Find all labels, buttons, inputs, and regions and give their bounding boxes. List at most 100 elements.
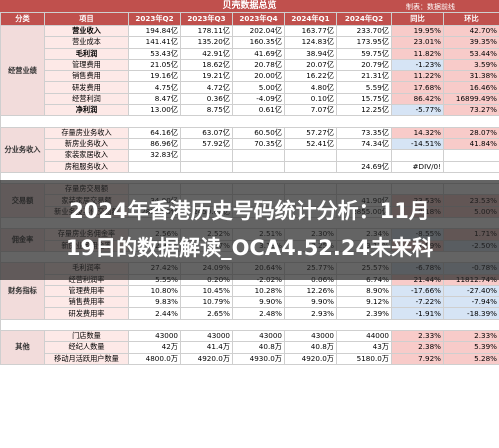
value-cell[interactable]: 2.93%: [284, 307, 337, 320]
value-cell[interactable]: 43000: [284, 330, 337, 343]
value-cell[interactable]: [336, 149, 392, 162]
group-label[interactable]: 其他: [0, 330, 45, 365]
value-cell[interactable]: 0.10亿: [284, 92, 337, 106]
value-cell[interactable]: 19.21亿: [180, 70, 233, 83]
value-cell[interactable]: -4.09亿: [232, 92, 285, 106]
value-cell[interactable]: [180, 160, 233, 173]
item-cell[interactable]: 营业收入: [44, 24, 129, 38]
value-cell[interactable]: 0.61亿: [232, 104, 285, 117]
qoq-cell[interactable]: [443, 160, 499, 173]
yoy-cell[interactable]: 23.01%: [391, 36, 444, 49]
value-cell[interactable]: 13.00亿: [128, 104, 181, 117]
value-cell[interactable]: 0.36亿: [180, 92, 233, 106]
item-cell[interactable]: 家装家居收入: [44, 149, 129, 162]
qoq-cell[interactable]: 28.07%: [443, 126, 499, 139]
value-cell[interactable]: 9.90%: [284, 296, 337, 309]
value-cell[interactable]: 40.8万: [284, 341, 337, 354]
value-cell[interactable]: 20.78亿: [232, 58, 285, 72]
yoy-cell[interactable]: -5.77%: [391, 104, 444, 117]
yoy-cell[interactable]: #DIV/0!: [391, 160, 444, 173]
value-cell[interactable]: 42.91亿: [180, 47, 233, 60]
qoq-cell[interactable]: 2.33%: [443, 330, 499, 343]
value-cell[interactable]: 9.90%: [232, 296, 285, 309]
value-cell[interactable]: 173.95亿: [336, 36, 392, 49]
column-header[interactable]: 分类: [0, 12, 45, 26]
value-cell[interactable]: 202.04亿: [232, 24, 285, 38]
value-cell[interactable]: 10.79%: [180, 296, 233, 309]
qoq-cell[interactable]: 31.38%: [443, 70, 499, 83]
value-cell[interactable]: 52.41亿: [284, 137, 337, 151]
qoq-cell[interactable]: 3.59%: [443, 58, 499, 72]
value-cell[interactable]: 73.35亿: [336, 126, 392, 139]
column-header[interactable]: 同比: [391, 12, 444, 26]
item-cell[interactable]: 新房业务收入: [44, 137, 129, 151]
value-cell[interactable]: 2.48%: [232, 307, 285, 320]
value-cell[interactable]: 20.00亿: [232, 70, 285, 83]
value-cell[interactable]: 53.43亿: [128, 47, 181, 60]
item-cell[interactable]: 门店数量: [44, 330, 129, 343]
column-header[interactable]: 2023年Q3: [180, 12, 233, 26]
value-cell[interactable]: 42万: [128, 341, 181, 354]
value-cell[interactable]: 43000: [180, 330, 233, 343]
item-cell[interactable]: 存量房业务收入: [44, 126, 129, 139]
value-cell[interactable]: [128, 160, 181, 173]
value-cell[interactable]: 194.84亿: [128, 24, 181, 38]
item-cell[interactable]: 研发费用率: [44, 307, 129, 320]
item-cell[interactable]: 净利润: [44, 104, 129, 117]
column-header[interactable]: 项目: [44, 12, 129, 26]
column-header[interactable]: 2023年Q4: [232, 12, 285, 26]
value-cell[interactable]: 5.00亿: [232, 81, 285, 94]
value-cell[interactable]: 24.69亿: [336, 160, 392, 173]
value-cell[interactable]: 12.26%: [284, 284, 337, 298]
value-cell[interactable]: 4.80亿: [284, 81, 337, 94]
item-cell[interactable]: 管理费用率: [44, 284, 129, 298]
item-cell[interactable]: 研发费用: [44, 81, 129, 94]
yoy-cell[interactable]: -7.22%: [391, 296, 444, 309]
yoy-cell[interactable]: -1.91%: [391, 307, 444, 320]
value-cell[interactable]: 160.35亿: [232, 36, 285, 49]
value-cell[interactable]: 9.83%: [128, 296, 181, 309]
value-cell[interactable]: [180, 149, 233, 162]
value-cell[interactable]: 4930.0万: [232, 352, 285, 365]
value-cell[interactable]: 163.77亿: [284, 24, 337, 38]
value-cell[interactable]: 10.80%: [128, 284, 181, 298]
yoy-cell[interactable]: -1.23%: [391, 58, 444, 72]
value-cell[interactable]: 4.72亿: [180, 81, 233, 94]
value-cell[interactable]: 74.34亿: [336, 137, 392, 151]
value-cell[interactable]: 135.20亿: [180, 36, 233, 49]
value-cell[interactable]: 18.62亿: [180, 58, 233, 72]
item-cell[interactable]: 管理费用: [44, 58, 129, 72]
value-cell[interactable]: 20.07亿: [284, 58, 337, 72]
value-cell[interactable]: 15.75亿: [336, 92, 392, 106]
value-cell[interactable]: 5.59亿: [336, 81, 392, 94]
qoq-cell[interactable]: 53.44%: [443, 47, 499, 60]
value-cell[interactable]: 41.69亿: [232, 47, 285, 60]
value-cell[interactable]: 32.83亿: [128, 149, 181, 162]
value-cell[interactable]: [232, 149, 285, 162]
yoy-cell[interactable]: 11.82%: [391, 47, 444, 60]
item-cell[interactable]: 房租服务收入: [44, 160, 129, 173]
value-cell[interactable]: 86.96亿: [128, 137, 181, 151]
value-cell[interactable]: 2.39%: [336, 307, 392, 320]
item-cell[interactable]: 销售费用: [44, 70, 129, 83]
yoy-cell[interactable]: 11.22%: [391, 70, 444, 83]
item-cell[interactable]: 经营利润: [44, 92, 129, 106]
value-cell[interactable]: 64.16亿: [128, 126, 181, 139]
group-label[interactable]: 经营业绩: [0, 24, 45, 117]
value-cell[interactable]: 4800.0万: [128, 352, 181, 365]
qoq-cell[interactable]: 16.46%: [443, 81, 499, 94]
item-cell[interactable]: 营业成本: [44, 36, 129, 49]
value-cell[interactable]: 12.25亿: [336, 104, 392, 117]
value-cell[interactable]: 124.83亿: [284, 36, 337, 49]
value-cell[interactable]: 21.05亿: [128, 58, 181, 72]
column-header[interactable]: 2023年Q2: [128, 12, 181, 26]
yoy-cell[interactable]: 2.38%: [391, 341, 444, 354]
item-cell[interactable]: 销售费用率: [44, 296, 129, 309]
value-cell[interactable]: [284, 149, 337, 162]
value-cell[interactable]: 60.50亿: [232, 126, 285, 139]
value-cell[interactable]: 59.75亿: [336, 47, 392, 60]
column-header[interactable]: 环比: [443, 12, 499, 26]
value-cell[interactable]: 8.47亿: [128, 92, 181, 106]
qoq-cell[interactable]: -27.40%: [443, 284, 499, 298]
value-cell[interactable]: 141.41亿: [128, 36, 181, 49]
